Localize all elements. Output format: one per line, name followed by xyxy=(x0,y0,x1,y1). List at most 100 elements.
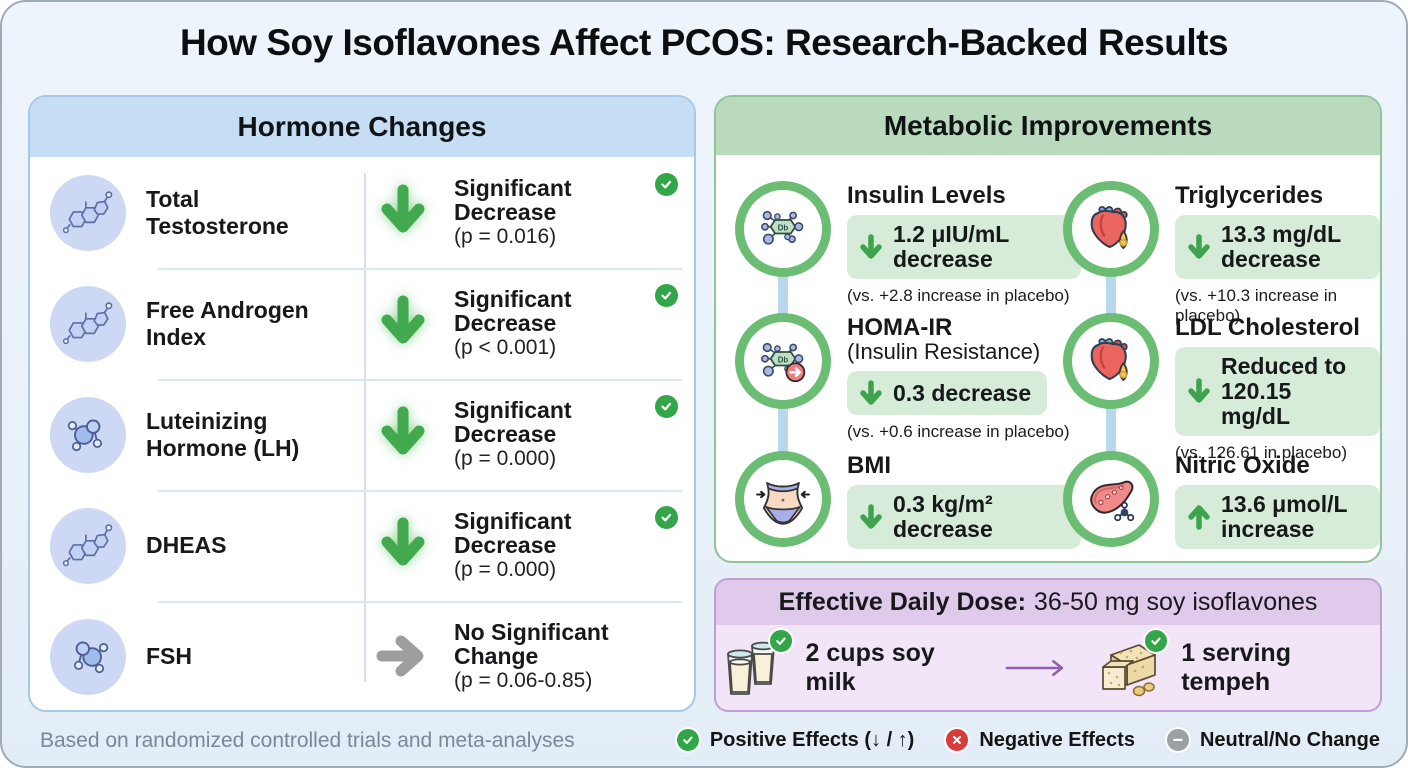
soy-milk-icon xyxy=(716,627,794,704)
hormone-p-value: (p < 0.001) xyxy=(454,336,557,360)
metabolic-panel-body: Insulin Levels 1.2 μIU/mL decrease (vs. … xyxy=(716,155,1380,561)
dose-food1-label: 2 cups soy milk xyxy=(805,638,935,696)
source-footnote: Based on randomized controlled trials an… xyxy=(40,729,575,752)
hormone-name: Luteinizing Hormone (LH) xyxy=(146,408,300,461)
increase-arrow-icon xyxy=(1187,502,1211,532)
hormone-p-value: (p = 0.06-0.85) xyxy=(454,669,593,693)
metabolic-name: Nitric Oxide xyxy=(1175,452,1310,479)
legend-positive-label: Positive Effects (↓ / ↑) xyxy=(709,728,915,751)
equivalence-arrow-icon xyxy=(1005,659,1063,676)
metabolic-value: 13.3 mg/dL decrease xyxy=(1221,221,1341,273)
hormone-result: Significant Decrease xyxy=(454,396,572,448)
steroid-molecule-icon xyxy=(50,285,126,362)
metabolic-name: BMI xyxy=(847,452,891,479)
metabolic-value-pill: 1.2 μIU/mL decrease xyxy=(847,215,1081,279)
hormone-molecule-icon xyxy=(50,618,126,695)
hormone-name: DHEAS xyxy=(146,532,227,559)
legend-positive: Positive Effects (↓ / ↑) xyxy=(674,727,915,753)
metabolic-name: LDL Cholesterol xyxy=(1175,314,1360,341)
decrease-arrow-icon xyxy=(374,516,432,574)
decrease-arrow-icon xyxy=(859,502,883,532)
decrease-arrow-icon xyxy=(374,183,432,241)
steroid-molecule-icon xyxy=(50,507,126,584)
effective-daily-dose-panel: Effective Daily Dose: 36-50 mg soy isofl… xyxy=(714,578,1382,712)
tempeh-icon xyxy=(1091,627,1170,704)
insulin-resistance-molecule-icon xyxy=(735,313,831,409)
hormone-panel-body: Total Testosterone Significant Decrease … xyxy=(30,157,694,710)
hormone-p-value: (p = 0.000) xyxy=(454,447,557,471)
decrease-arrow-icon xyxy=(1187,232,1211,262)
hormone-result: Significant Decrease xyxy=(454,507,572,559)
placebo-comparison: (vs. +0.6 increase in placebo) xyxy=(847,422,1070,442)
hormone-name: Free Androgen Index xyxy=(146,297,309,350)
hormone-result: No Significant Change xyxy=(454,618,609,670)
metabolic-value: 0.3 kg/m² decrease xyxy=(893,491,993,543)
no-change-arrow-icon xyxy=(374,627,432,685)
metabolic-item-nitric-oxide: Nitric Oxide 13.6 μmol/L increase xyxy=(1063,451,1380,549)
positive-check-icon xyxy=(653,393,680,420)
metabolic-name: Insulin Levels xyxy=(847,182,1006,209)
heart-lipid-icon xyxy=(1063,181,1159,277)
metabolic-item-insulin-levels: Insulin Levels 1.2 μIU/mL decrease (vs. … xyxy=(735,181,1081,306)
dose-food2-label: 1 serving tempeh xyxy=(1181,638,1291,696)
blood-vessel-molecule-icon xyxy=(1063,451,1159,547)
neutral-minus-icon xyxy=(1164,727,1191,753)
hormone-result: Significant Decrease xyxy=(454,174,572,226)
decrease-arrow-icon xyxy=(374,294,432,352)
metabolic-value-pill: Reduced to 120.15 mg/dL xyxy=(1175,347,1380,436)
metabolic-item-triglycerides: Triglycerides 13.3 mg/dL decrease (vs. +… xyxy=(1063,181,1380,326)
placebo-comparison: (vs. 126.61 in placebo) xyxy=(1175,442,1347,462)
hormone-p-value: (p = 0.000) xyxy=(454,558,557,582)
metabolic-value-pill: 13.6 μmol/L increase xyxy=(1175,485,1380,549)
row-divider xyxy=(158,601,682,603)
placebo-comparison: (vs. +10.3 increase in placebo) xyxy=(1175,285,1338,325)
metabolic-value: 0.3 decrease xyxy=(893,379,1032,406)
legend-neutral-label: Neutral/No Change xyxy=(1199,728,1380,751)
dose-value: 36-50 mg soy isoflavones xyxy=(1033,588,1318,616)
hormone-name: FSH xyxy=(146,643,192,670)
positive-check-icon xyxy=(674,727,701,753)
hormone-row-luteinizing-hormone: Luteinizing Hormone (LH) Significant Dec… xyxy=(30,379,694,490)
hormone-result: Significant Decrease xyxy=(454,285,572,337)
page-title: How Soy Isoflavones Affect PCOS: Researc… xyxy=(179,22,1229,63)
metabolic-value-pill: 0.3 decrease xyxy=(847,371,1048,416)
metabolic-item-homa-ir: HOMA-IR (Insulin Resistance) 0.3 decreas… xyxy=(735,313,1070,442)
hormone-panel-title: Hormone Changes xyxy=(30,97,694,157)
row-divider xyxy=(158,379,682,381)
insulin-molecule-icon xyxy=(735,181,831,277)
metabolic-improvements-panel: Metabolic Improvements Insulin Levels 1.… xyxy=(714,95,1382,563)
legend: Positive Effects (↓ / ↑) Negative Effect… xyxy=(674,727,1380,753)
dose-label: Effective Daily Dose: xyxy=(778,588,1026,616)
metabolic-item-bmi: BMI 0.3 kg/m² decrease xyxy=(735,451,1081,549)
hormone-row-free-androgen-index: Free Androgen Index Significant Decrease… xyxy=(30,268,694,379)
negative-x-icon xyxy=(944,727,971,753)
hormone-name: Total Testosterone xyxy=(146,186,289,239)
metabolic-value-pill: 13.3 mg/dL decrease xyxy=(1175,215,1380,279)
metabolic-value: 13.6 μmol/L increase xyxy=(1221,491,1348,543)
dose-panel-body: 2 cups soy milk 1 serving tempeh xyxy=(716,625,1380,710)
row-divider xyxy=(158,490,682,492)
hormone-row-total-testosterone: Total Testosterone Significant Decrease … xyxy=(30,157,694,268)
metabolic-value: Reduced to 120.15 mg/dL xyxy=(1221,353,1347,429)
hormone-molecule-icon xyxy=(50,396,126,473)
metabolic-subtitle: (Insulin Resistance) xyxy=(847,339,1041,365)
positive-check-icon xyxy=(653,282,680,309)
heart-lipid-icon xyxy=(1063,313,1159,409)
steroid-molecule-icon xyxy=(50,174,126,251)
legend-negative-label: Negative Effects xyxy=(979,728,1135,751)
dose-panel-title: Effective Daily Dose: 36-50 mg soy isofl… xyxy=(716,580,1380,625)
metabolic-name: HOMA-IR xyxy=(847,314,953,341)
legend-neutral: Neutral/No Change xyxy=(1164,727,1380,753)
column-divider xyxy=(364,173,366,682)
decrease-arrow-icon xyxy=(374,405,432,463)
placebo-comparison: (vs. +2.8 increase in placebo) xyxy=(847,285,1070,305)
row-divider xyxy=(158,268,682,270)
decrease-arrow-icon xyxy=(859,378,883,408)
legend-negative: Negative Effects xyxy=(944,727,1135,753)
metabolic-panel-title: Metabolic Improvements xyxy=(716,97,1380,155)
hormone-p-value: (p = 0.016) xyxy=(454,225,557,249)
hormone-row-fsh: FSH No Significant Change (p = 0.06-0.85… xyxy=(30,601,694,710)
decrease-arrow-icon xyxy=(1187,376,1211,406)
metabolic-item-ldl-cholesterol: LDL Cholesterol Reduced to 120.15 mg/dL … xyxy=(1063,313,1380,463)
